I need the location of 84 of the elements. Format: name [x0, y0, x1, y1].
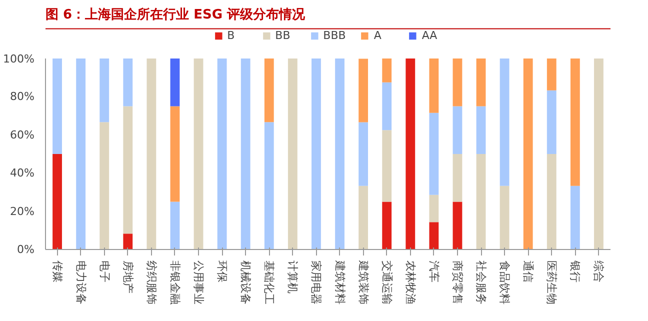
x-tick-label: 建筑材料	[333, 260, 346, 304]
legend-label: A	[374, 29, 382, 42]
x-tick-label: 交通运输	[380, 260, 394, 304]
bar	[100, 58, 110, 122]
x-tick-label: 医药生物	[545, 260, 558, 304]
legend-label: AA	[422, 29, 438, 42]
bar	[217, 58, 227, 250]
y-tick-label: 100%	[3, 52, 35, 66]
legend-label: B	[227, 29, 236, 42]
bar	[570, 58, 580, 186]
bar	[452, 202, 462, 250]
x-tick-label: 综合	[592, 260, 606, 282]
bar	[358, 186, 368, 250]
bar	[429, 58, 439, 113]
bar	[123, 106, 133, 234]
bar	[382, 82, 392, 130]
bar	[476, 106, 486, 154]
bar	[146, 58, 156, 250]
x-tick-label: 电子	[98, 260, 111, 282]
bar	[264, 122, 274, 250]
x-tick-label: 机械设备	[239, 260, 252, 304]
bar	[500, 186, 510, 250]
y-tick-label: 80%	[10, 90, 35, 104]
bar	[264, 58, 274, 122]
bar	[170, 202, 180, 250]
x-tick-label: 家用电器	[310, 260, 323, 304]
bar	[52, 58, 62, 154]
bar	[100, 122, 110, 250]
y-tick-label: 0%	[17, 243, 34, 256]
x-tick-label: 汽车	[427, 260, 440, 282]
bar	[546, 90, 556, 154]
x-tick-label: 农林牧渔	[404, 260, 417, 304]
bar	[406, 58, 416, 250]
bar	[476, 58, 486, 106]
bar	[358, 122, 368, 186]
x-tick-label: 非银金融	[168, 260, 182, 304]
x-tick-label: 计算机	[286, 260, 300, 294]
bar	[312, 58, 321, 250]
bar	[194, 58, 204, 250]
x-tick-label: 银行	[568, 260, 582, 282]
bar	[288, 58, 298, 250]
x-tick-label: 商贸零售	[450, 260, 464, 304]
x-tick-label: 电力设备	[74, 260, 88, 304]
bar	[240, 58, 250, 250]
bar	[123, 234, 133, 250]
bar	[429, 222, 439, 250]
x-tick-label: 社会服务	[474, 260, 488, 304]
bar	[382, 202, 392, 250]
x-tick-label: 食品饮料	[498, 260, 512, 304]
bar	[476, 154, 486, 250]
bar	[452, 58, 462, 106]
x-tick-label: 纺织服饰	[144, 260, 158, 304]
bar	[570, 186, 580, 250]
bar	[500, 58, 510, 186]
bar	[170, 106, 180, 202]
x-tick-label: 环保	[216, 260, 229, 282]
bar	[358, 58, 368, 122]
chart-title: 图 6：上海国企所在行业 ESG 评级分布情况	[46, 6, 306, 22]
bar	[429, 112, 439, 195]
legend-label: BBB	[323, 29, 346, 42]
bar	[382, 130, 392, 202]
bar	[452, 106, 462, 154]
y-tick-label: 40%	[10, 166, 35, 180]
bar	[594, 58, 604, 250]
bar	[170, 58, 180, 106]
x-tick-label: 公用事业	[192, 260, 206, 304]
x-tick-label: 建筑装饰	[356, 260, 370, 304]
bar	[523, 58, 533, 250]
x-tick-label: 通信	[522, 260, 535, 282]
bar	[452, 154, 462, 202]
x-tick-label: 基础化工	[262, 260, 276, 304]
bar	[123, 58, 133, 106]
bar	[382, 58, 392, 82]
bar	[76, 58, 86, 250]
legend-label: BB	[275, 29, 292, 42]
bar	[52, 154, 62, 250]
bar	[429, 194, 439, 222]
x-tick-label: 房地产	[121, 260, 134, 294]
y-tick-label: 20%	[10, 204, 35, 218]
y-tick-label: 60%	[10, 128, 35, 142]
bar	[335, 58, 344, 250]
bar	[546, 154, 556, 250]
x-tick-label: 传媒	[50, 260, 64, 282]
bar	[546, 58, 556, 90]
